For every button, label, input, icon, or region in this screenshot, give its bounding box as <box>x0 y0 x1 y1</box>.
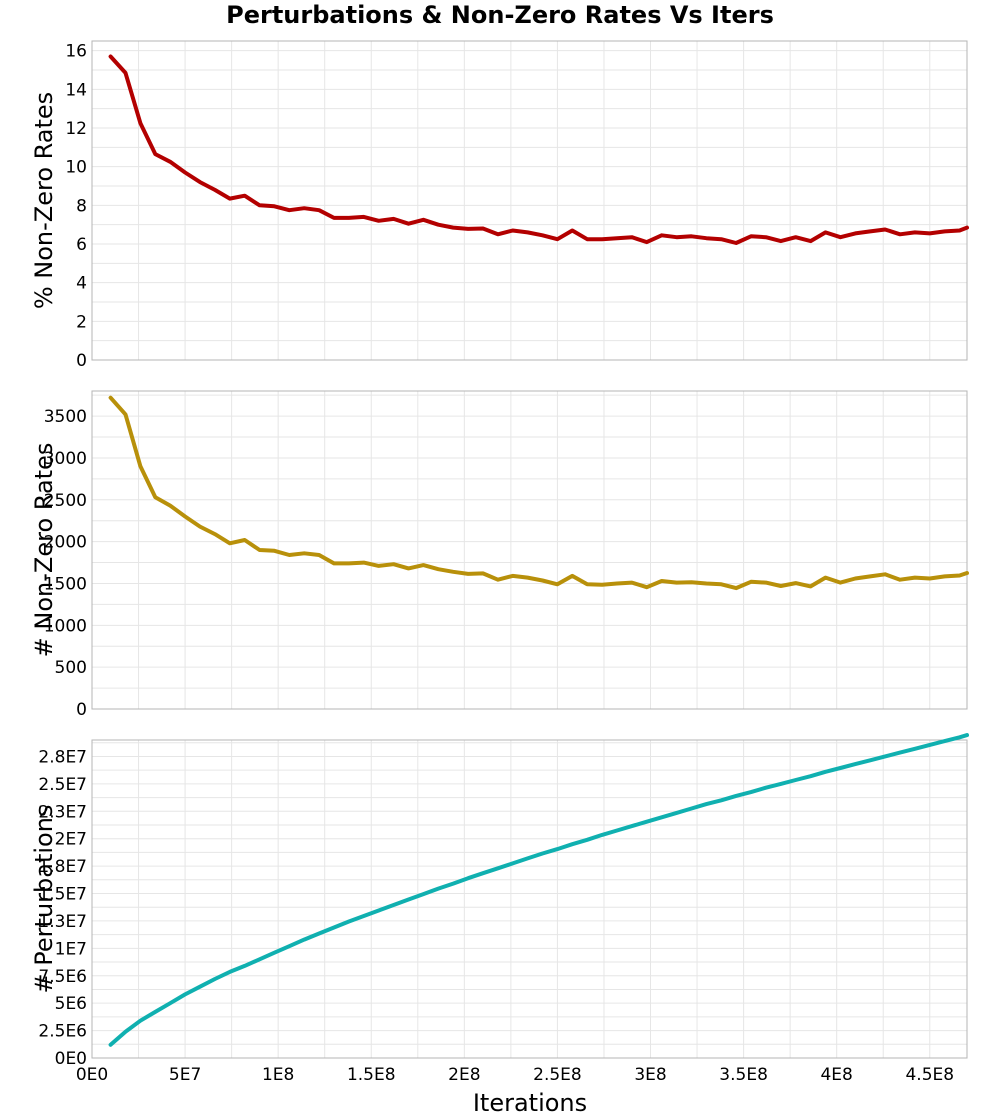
y-axis-label: # Non-Zero Rates <box>30 443 58 658</box>
y-tick-label: 4 <box>76 274 87 294</box>
y-tick-label: 1E7 <box>55 939 87 959</box>
y-tick-label: 2.8E7 <box>38 747 87 767</box>
y-tick-label: 2000 <box>44 533 87 553</box>
panels-layer: 0 2 4 6 8 10 12 14 16 % Non-Zero Rates 0 500 1000 150… <box>30 40 969 1085</box>
panel-frame <box>91 739 968 1059</box>
y-tick-label: 10 <box>65 158 87 178</box>
y-tick-label: 2.5E7 <box>38 775 87 795</box>
y-tick-label: 6 <box>76 235 87 255</box>
series-line <box>108 395 969 591</box>
panel-3: 0E0 2.5E6 5E6 7.5E6 1E7 1.3E7 1.5E7 1.8E7 2E7 2.3… <box>30 733 969 1085</box>
panel-2: 0 500 1000 1500 2000 2500 3000 3500 # Non-Zero R… <box>30 390 969 720</box>
y-tick-label: 1.5E7 <box>38 885 87 905</box>
series-line <box>108 54 969 245</box>
x-tick-label: 4E8 <box>820 1065 852 1085</box>
y-tick-label: 2E7 <box>55 830 87 850</box>
x-tick-label: 2.5E8 <box>533 1065 582 1085</box>
y-tick-label: 12 <box>65 119 87 139</box>
x-tick-label: 3E8 <box>634 1065 666 1085</box>
y-tick-label: 1000 <box>44 616 87 636</box>
y-tick-label: 2.5E6 <box>38 1022 87 1042</box>
y-tick-label: 1.3E7 <box>38 912 87 932</box>
x-tick-label: 1.5E8 <box>347 1065 396 1085</box>
y-tick-label: 0E0 <box>55 1049 87 1069</box>
y-tick-label: 2500 <box>44 491 87 511</box>
x-tick-label: 0E0 <box>76 1065 108 1085</box>
y-tick-label: 1500 <box>44 574 87 594</box>
x-tick-label: 4.5E8 <box>905 1065 954 1085</box>
y-axis-label: # Perturbations <box>30 805 58 994</box>
y-tick-label: 2 <box>76 312 87 332</box>
y-tick-label: 1.8E7 <box>38 857 87 877</box>
series-line <box>108 733 969 1047</box>
x-tick-label: 3.5E8 <box>719 1065 768 1085</box>
x-tick-label: 1E8 <box>262 1065 294 1085</box>
panel-1: 0 2 4 6 8 10 12 14 16 % Non-Zero Rates <box>30 40 969 371</box>
y-tick-label: 2.3E7 <box>38 802 87 822</box>
y-tick-label: 500 <box>55 658 87 678</box>
y-axis-label: % Non-Zero Rates <box>30 92 58 309</box>
y-tick-label: 16 <box>65 42 87 62</box>
panel-frame <box>91 390 968 710</box>
panel-frame <box>91 40 968 361</box>
x-axis-label: Iterations <box>473 1089 587 1117</box>
y-tick-label: 5E6 <box>55 994 87 1014</box>
y-tick-label: 0 <box>76 700 87 720</box>
chart-title: Perturbations & Non-Zero Rates Vs Iters <box>226 1 774 29</box>
x-tick-label: 5E7 <box>169 1065 201 1085</box>
y-tick-label: 7.5E6 <box>38 967 87 987</box>
x-tick-label: 2E8 <box>448 1065 480 1085</box>
y-tick-label: 3500 <box>44 407 87 427</box>
y-tick-label: 3000 <box>44 449 87 469</box>
y-tick-label: 14 <box>65 80 87 100</box>
y-tick-label: 0 <box>76 351 87 371</box>
y-tick-label: 8 <box>76 196 87 216</box>
